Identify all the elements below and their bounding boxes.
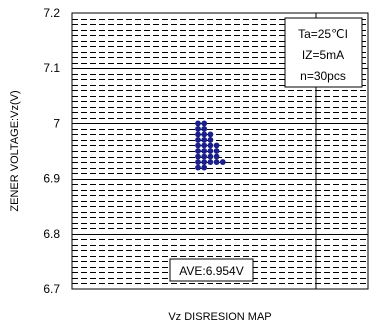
data-point: [195, 159, 201, 165]
condition-current: IZ=5mA: [302, 48, 344, 62]
data-point: [201, 131, 208, 138]
data-point: [213, 159, 220, 165]
data-point: [207, 153, 214, 160]
data-point: [195, 137, 201, 143]
condition-sample-count: n=30pcs: [300, 69, 346, 83]
average-box: [169, 258, 254, 282]
y-tick-label: 7: [53, 116, 60, 130]
data-point: [207, 142, 214, 149]
y-tick-label: 6.8: [43, 227, 60, 241]
y-tick-label: 7.2: [43, 6, 60, 20]
data-point: [195, 126, 201, 132]
condition-temperature: Ta=25℃I: [298, 27, 348, 41]
data-point: [207, 131, 214, 138]
data-point: [207, 159, 214, 165]
data-point: [195, 153, 201, 160]
data-point: [201, 164, 208, 171]
data-point: [201, 159, 208, 165]
data-points: [195, 120, 226, 171]
data-point: [195, 120, 201, 127]
y-tick-label: 6.7: [43, 282, 60, 296]
data-point: [201, 148, 208, 154]
y-tick-labels: 6.7 6.8 6.9 7 7.1 7.2: [43, 6, 60, 296]
y-tick-label: 7.1: [43, 61, 60, 75]
plot-frame: [71, 12, 369, 290]
y-tick-label: 6.9: [43, 172, 60, 186]
x-axis-title: Vz DISRESION MAP: [168, 311, 271, 323]
data-point: [201, 153, 208, 160]
average-label: AVE:6.954V: [179, 264, 244, 278]
data-point: [207, 137, 214, 143]
data-point: [213, 148, 220, 154]
data-point: [195, 142, 201, 149]
data-point: [201, 126, 208, 132]
data-point: [219, 159, 226, 165]
data-point: [201, 137, 208, 143]
conditions-box: [284, 17, 363, 88]
data-point: [195, 148, 201, 154]
data-point: [195, 164, 201, 171]
data-point: [207, 148, 214, 154]
data-point: [201, 142, 208, 149]
y-axis-title: ZENER VOLTAGE:Vz(V): [9, 90, 21, 211]
data-point: [213, 142, 220, 149]
data-point: [201, 120, 208, 127]
data-point: [195, 131, 201, 138]
data-point: [213, 153, 220, 160]
